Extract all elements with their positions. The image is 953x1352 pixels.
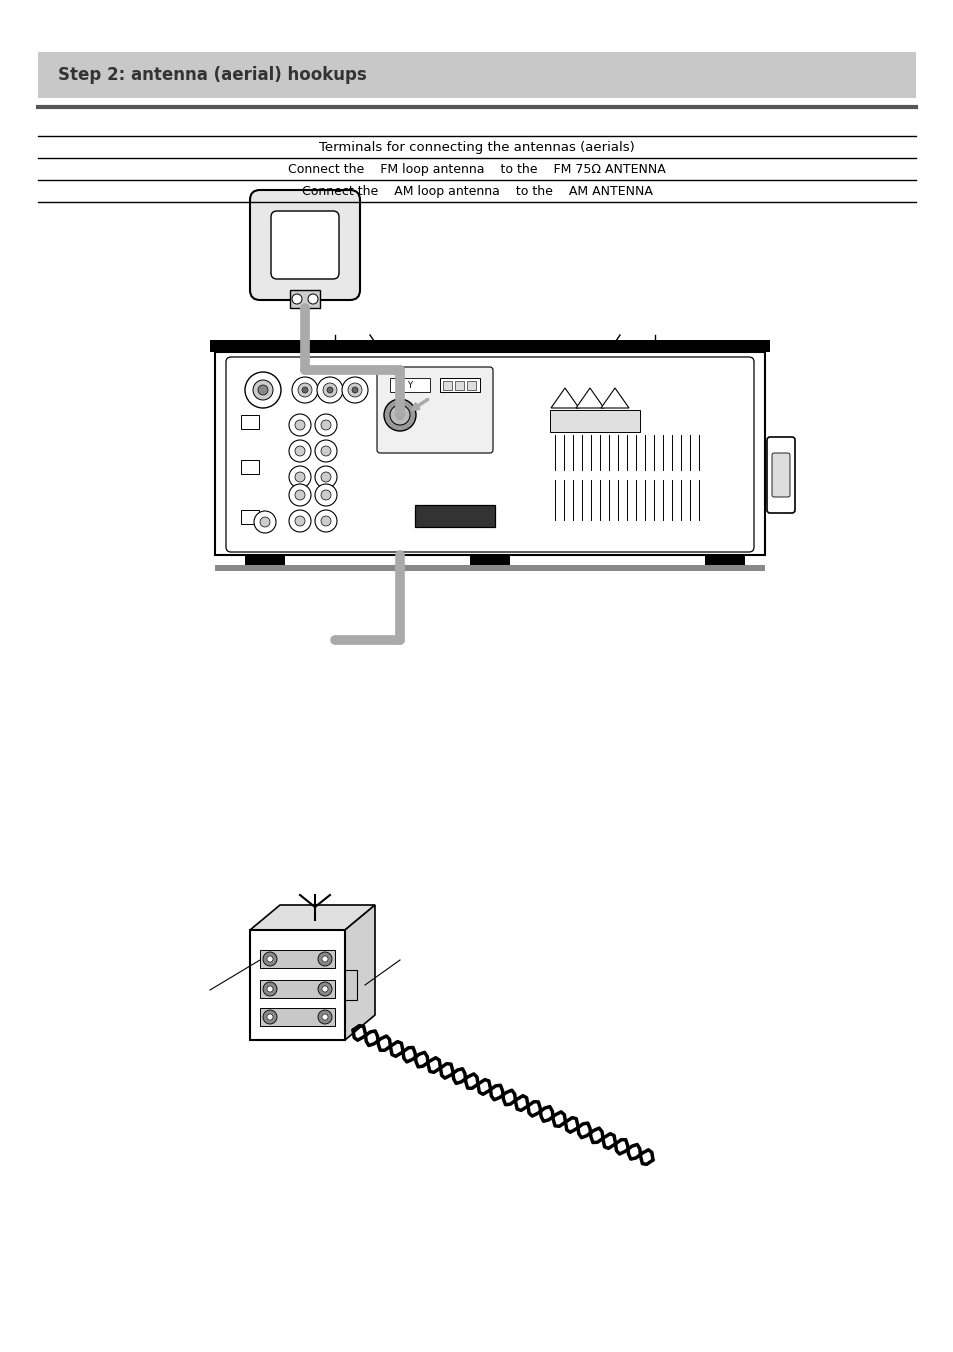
Circle shape [317, 982, 332, 996]
Circle shape [320, 516, 331, 526]
Circle shape [302, 387, 308, 393]
Circle shape [289, 510, 311, 531]
Polygon shape [600, 388, 628, 408]
Text: Connect the    FM loop antenna    to the    FM 75Ω ANTENNA: Connect the FM loop antenna to the FM 75… [288, 162, 665, 176]
FancyBboxPatch shape [376, 366, 493, 453]
Circle shape [267, 956, 273, 963]
Circle shape [384, 399, 416, 431]
FancyBboxPatch shape [439, 379, 479, 392]
Circle shape [267, 1014, 273, 1019]
Circle shape [314, 414, 336, 435]
Polygon shape [345, 904, 375, 1040]
Circle shape [322, 1014, 328, 1019]
Circle shape [395, 411, 403, 419]
Polygon shape [250, 904, 375, 930]
Circle shape [341, 377, 368, 403]
FancyBboxPatch shape [241, 415, 258, 429]
Circle shape [348, 383, 361, 397]
Text: Y: Y [407, 380, 412, 389]
FancyBboxPatch shape [260, 1009, 335, 1026]
FancyBboxPatch shape [214, 565, 764, 571]
Circle shape [294, 420, 305, 430]
FancyBboxPatch shape [704, 556, 744, 565]
FancyBboxPatch shape [250, 930, 345, 1040]
Circle shape [327, 387, 333, 393]
Text: Terminals for connecting the antennas (aerials): Terminals for connecting the antennas (a… [319, 141, 634, 154]
FancyBboxPatch shape [245, 556, 285, 565]
Circle shape [320, 489, 331, 500]
Circle shape [320, 420, 331, 430]
Circle shape [263, 952, 276, 965]
Circle shape [352, 387, 357, 393]
Circle shape [316, 377, 343, 403]
Circle shape [292, 377, 317, 403]
Circle shape [314, 439, 336, 462]
Text: Step 2: antenna (aerial) hookups: Step 2: antenna (aerial) hookups [58, 66, 366, 84]
Circle shape [317, 952, 332, 965]
Circle shape [289, 439, 311, 462]
Circle shape [317, 1010, 332, 1023]
FancyBboxPatch shape [766, 437, 794, 512]
FancyBboxPatch shape [250, 191, 359, 300]
FancyBboxPatch shape [455, 381, 463, 389]
FancyBboxPatch shape [260, 980, 335, 998]
FancyBboxPatch shape [467, 381, 476, 389]
FancyBboxPatch shape [214, 352, 764, 556]
FancyBboxPatch shape [38, 51, 915, 97]
Circle shape [320, 446, 331, 456]
FancyBboxPatch shape [550, 410, 639, 433]
FancyBboxPatch shape [415, 506, 495, 527]
Polygon shape [576, 388, 603, 408]
Circle shape [263, 1010, 276, 1023]
Circle shape [289, 484, 311, 506]
FancyBboxPatch shape [226, 357, 753, 552]
Circle shape [390, 406, 410, 425]
Circle shape [294, 489, 305, 500]
Circle shape [253, 380, 273, 400]
Circle shape [297, 383, 312, 397]
Text: Connect the    AM loop antenna    to the    AM ANTENNA: Connect the AM loop antenna to the AM AN… [301, 184, 652, 197]
FancyBboxPatch shape [442, 381, 452, 389]
Circle shape [320, 472, 331, 483]
Polygon shape [551, 388, 578, 408]
FancyBboxPatch shape [771, 453, 789, 498]
FancyBboxPatch shape [290, 289, 319, 308]
FancyBboxPatch shape [260, 950, 335, 968]
FancyBboxPatch shape [271, 211, 338, 279]
Circle shape [314, 484, 336, 506]
FancyBboxPatch shape [390, 379, 430, 392]
Circle shape [245, 372, 281, 408]
FancyBboxPatch shape [470, 556, 510, 565]
Circle shape [294, 446, 305, 456]
Circle shape [267, 986, 273, 992]
Circle shape [294, 472, 305, 483]
Circle shape [289, 414, 311, 435]
Circle shape [322, 986, 328, 992]
FancyBboxPatch shape [210, 339, 769, 352]
Circle shape [289, 466, 311, 488]
Circle shape [260, 516, 270, 527]
Circle shape [253, 511, 275, 533]
Circle shape [257, 385, 268, 395]
FancyBboxPatch shape [241, 510, 258, 525]
Circle shape [314, 466, 336, 488]
Circle shape [323, 383, 336, 397]
Circle shape [292, 293, 302, 304]
Circle shape [314, 510, 336, 531]
Circle shape [294, 516, 305, 526]
FancyBboxPatch shape [241, 460, 258, 475]
Circle shape [263, 982, 276, 996]
Circle shape [322, 956, 328, 963]
FancyBboxPatch shape [345, 969, 356, 1000]
Circle shape [308, 293, 317, 304]
